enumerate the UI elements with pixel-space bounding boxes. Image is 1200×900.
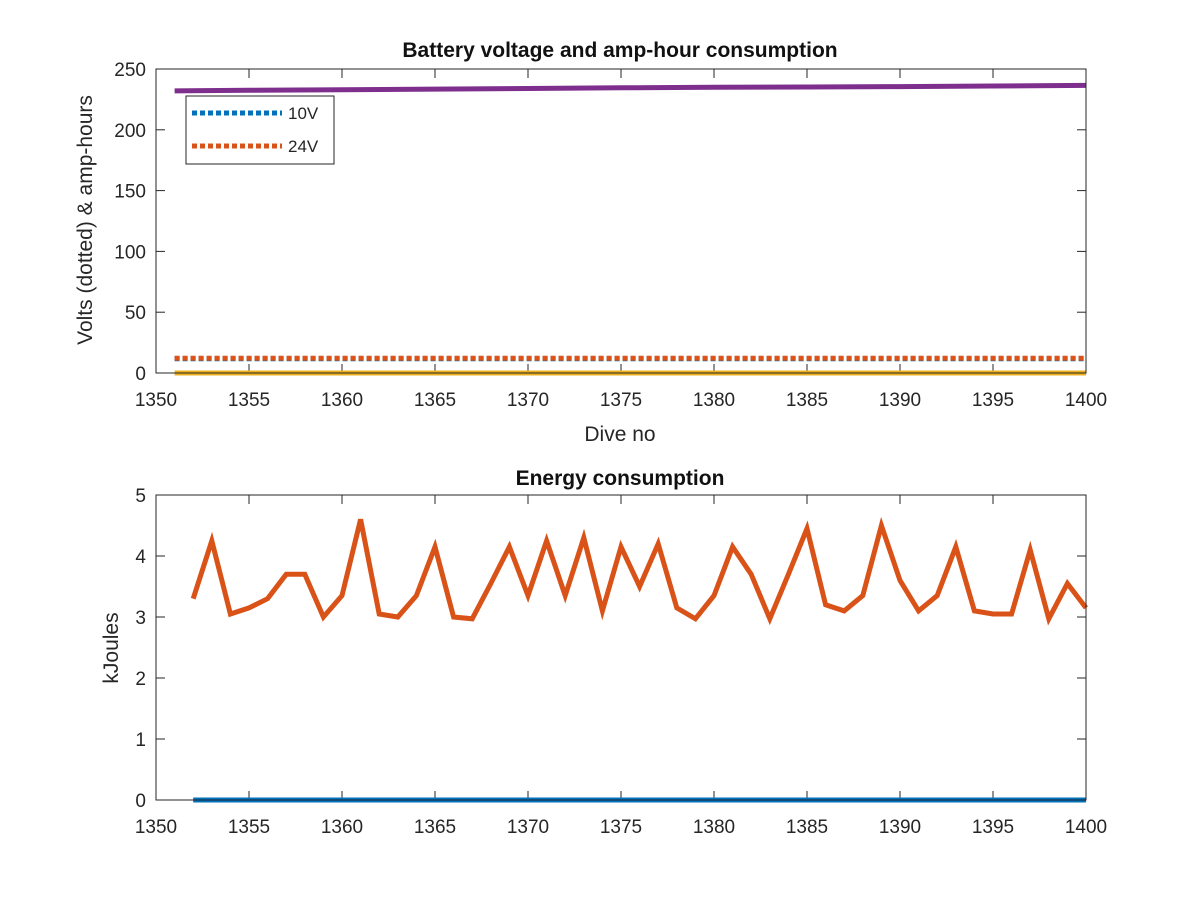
x-tick-label: 1350: [135, 817, 177, 838]
axes-frame: [155, 494, 1087, 801]
x-tick-label: 1360: [321, 817, 363, 838]
x-tick-label: 1370: [507, 390, 549, 411]
series-line-1: [190, 516, 1088, 626]
y-axis-label: Volts (dotted) & amp-hours: [74, 95, 97, 345]
y-tick-label: 4: [135, 547, 146, 568]
x-tick-label: 1375: [600, 390, 642, 411]
y-axis-label: kJoules: [100, 612, 123, 683]
legend-box: [185, 95, 335, 165]
x-tick-label: 1365: [414, 817, 456, 838]
x-tick-label: 1385: [786, 390, 828, 411]
legend-label-10v: 10V: [288, 104, 319, 123]
x-tick-label: 1375: [600, 817, 642, 838]
tick-marks: 1350 1355 1360 1365 1370 1375 1380 1385 1390 1395…: [114, 60, 1107, 411]
y-tick-label: 2: [135, 669, 146, 690]
y-tick-label: 150: [114, 182, 146, 203]
y-tick-label: 200: [114, 121, 146, 142]
x-tick-label: 1380: [693, 390, 735, 411]
voltage-chart: Battery voltage and amp-hour consumption…: [74, 39, 1107, 446]
legend: 10V 24V: [185, 95, 335, 165]
legend-label-24v: 24V: [288, 137, 319, 156]
series-line-3: [174, 82, 1087, 94]
chart-title: Energy consumption: [516, 467, 725, 490]
y-tick-label: 0: [135, 791, 146, 812]
y-tick-label: 5: [135, 486, 146, 507]
x-tick-label: 1355: [228, 390, 270, 411]
energy-chart: Energy consumption kJoules 1350 1355 1360 1…: [100, 467, 1107, 838]
axes-frame: [155, 68, 1087, 374]
x-tick-label: 1385: [786, 817, 828, 838]
x-tick-label: 1350: [135, 390, 177, 411]
x-tick-label: 1400: [1065, 390, 1107, 411]
x-tick-label: 1400: [1065, 817, 1107, 838]
y-tick-label: 100: [114, 242, 146, 263]
x-tick-label: 1360: [321, 390, 363, 411]
x-tick-label: 1395: [972, 817, 1014, 838]
y-tick-label: 50: [125, 303, 146, 324]
x-axis-label: Dive no: [584, 423, 655, 446]
x-tick-label: 1395: [972, 390, 1014, 411]
x-tick-label: 1355: [228, 817, 270, 838]
y-tick-label: 3: [135, 608, 146, 629]
x-tick-label: 1390: [879, 817, 921, 838]
x-tick-label: 1370: [507, 817, 549, 838]
y-tick-label: 0: [135, 364, 146, 385]
x-tick-label: 1390: [879, 390, 921, 411]
x-tick-label: 1365: [414, 390, 456, 411]
tick-marks: 1350 1355 1360 1365 1370 1375 1380 1385 1390 1395…: [135, 486, 1107, 838]
chart-title: Battery voltage and amp-hour consumption: [402, 39, 837, 62]
y-tick-label: 1: [135, 730, 146, 751]
x-tick-label: 1380: [693, 817, 735, 838]
y-tick-label: 250: [114, 60, 146, 81]
